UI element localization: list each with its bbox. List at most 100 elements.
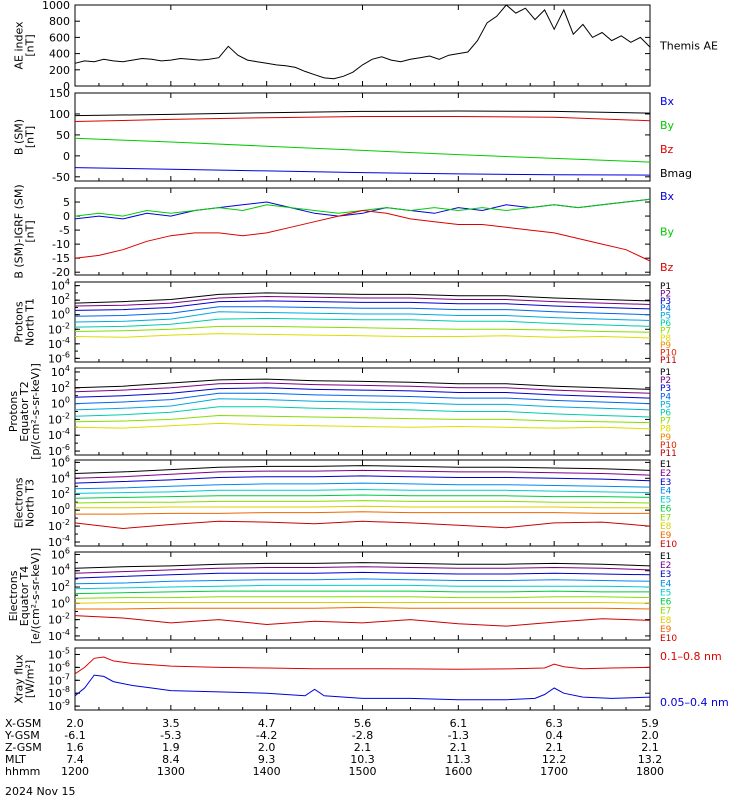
y-tick-label: 0: [63, 150, 70, 163]
y-axis-label: Electrons: [7, 570, 20, 621]
y-tick-label: 100: [51, 307, 70, 322]
series-line-bz: [74, 116, 651, 122]
ephemeris-row-label: MLT: [5, 753, 26, 766]
legend-label: P3: [660, 297, 671, 307]
series-line-e6: [74, 590, 650, 595]
legend-label: E6: [660, 598, 672, 608]
legend-label: E3: [660, 570, 671, 580]
ephemeris-value: 1300: [157, 765, 185, 778]
legend-label: 0.05–0.4 nm: [660, 696, 729, 709]
series-line-p8: [74, 422, 651, 430]
ephemeris-value: 7.4: [66, 753, 84, 766]
legend-label: P9: [660, 341, 671, 351]
series-line-0-05-0-4-nm: [74, 674, 651, 701]
date-label: 2024 Nov 15: [5, 785, 75, 798]
series-line-0-1-0-8-nm: [74, 656, 651, 675]
ephemeris-value: -4.2: [256, 729, 277, 742]
y-tick-label: 10-4: [48, 427, 70, 442]
series-line-e8: [75, 505, 650, 509]
y-tick-label: 1000: [42, 0, 70, 12]
legend-label: P5: [660, 400, 671, 410]
panel-3: -20-15-10-505 B (SM)-IGRF (SM)[nT] Bx By Bz: [13, 184, 675, 279]
y-tick-label: 106: [51, 454, 70, 469]
legend-label: P10: [660, 349, 677, 359]
series-line-e7: [74, 500, 651, 504]
legend-label: E9: [660, 531, 672, 541]
series-line-e3: [74, 571, 651, 579]
series-line-p6: [74, 317, 651, 328]
y-tick-label: 100: [51, 396, 70, 411]
legend-label: P6: [660, 409, 671, 419]
legend-label: P4: [660, 304, 671, 314]
y-tick-label: 150: [49, 87, 70, 100]
series-line-e1: [74, 562, 651, 569]
series-line-bmag: [74, 110, 651, 117]
legend-label: P11: [660, 449, 677, 459]
ephemeris-value: 4.7: [258, 717, 276, 730]
legend-label: E2: [660, 469, 671, 479]
ephemeris-row-label: X-GSM: [5, 717, 41, 730]
y-tick-label: 200: [49, 64, 70, 77]
series-line-e3: [74, 475, 651, 484]
ephemeris-value: 3.5: [162, 717, 180, 730]
panel-1: 0 200 400 600 800 1000 AE index[nT] Themis AE: [13, 0, 718, 93]
panel-frame: [74, 647, 651, 711]
legend-label: E10: [660, 634, 677, 644]
legend-label: E7: [660, 607, 671, 617]
y-tick-label: 104: [51, 470, 70, 485]
legend-label: E1: [660, 460, 671, 470]
panel-2: -50 0 50 100 150 B (SM)[nT] Bx By Bz Bmag: [13, 87, 693, 184]
legend-label: P1: [660, 368, 671, 378]
panel-frame: [74, 187, 651, 276]
y-axis-label: B (SM)-IGRF (SM): [13, 184, 26, 278]
ephemeris-value: 1400: [253, 765, 281, 778]
series-line-p8: [74, 333, 651, 339]
y-axis-label: North T3: [24, 479, 37, 527]
y-tick-label: 100: [51, 595, 70, 610]
y-axis-label: Equator T2: [18, 381, 31, 441]
ephemeris-value: 2.0: [641, 729, 659, 742]
y-tick-label: 104: [51, 278, 70, 293]
legend-label: E5: [660, 588, 671, 598]
y-axis-label: [e/(cm²-s-sr-keV)]: [29, 548, 42, 644]
ephemeris-value: -5.3: [160, 729, 181, 742]
legend-label: P10: [660, 441, 677, 451]
legend-label: Bx: [660, 95, 675, 108]
legend-label: E6: [660, 504, 672, 514]
y-tick-label: 100: [51, 502, 70, 517]
ephemeris-value: 5.6: [354, 717, 372, 730]
series-line-e5: [74, 488, 651, 494]
legend-label: Themis AE: [659, 40, 718, 53]
legend-label: P5: [660, 312, 671, 322]
y-tick-label: 600: [49, 31, 70, 44]
ephemeris-value: 2.0: [258, 741, 276, 754]
y-tick-label: 10-2: [48, 612, 70, 627]
series-line-p4: [74, 306, 651, 317]
series-line-e4: [74, 578, 651, 585]
ephemeris-value: -6.1: [64, 729, 85, 742]
legend-label: By: [660, 119, 675, 132]
ephemeris-value: 11.3: [446, 753, 471, 766]
series-line-e5: [74, 584, 651, 590]
legend-label: 0.1–0.8 nm: [660, 650, 722, 663]
ephemeris-value: 2.1: [545, 741, 563, 754]
ephemeris-value: 6.3: [545, 717, 563, 730]
series-line-e2: [74, 566, 651, 574]
legend-label: E10: [660, 540, 677, 550]
legend-label: Bx: [660, 190, 675, 203]
y-tick-label: 10-4: [48, 336, 70, 351]
y-axis-label: [nT]: [24, 126, 37, 148]
series-line-bx: [74, 167, 651, 176]
series-line-e7: [74, 596, 651, 599]
y-tick-label: 800: [49, 15, 70, 28]
ephemeris-value: 1600: [444, 765, 472, 778]
legend-label: P7: [660, 417, 671, 427]
y-tick-label: 102: [51, 380, 70, 395]
panel-frame: [74, 551, 651, 641]
legend-label: E4: [660, 487, 672, 497]
series-line-p7: [74, 414, 651, 424]
legend-label: P8: [660, 425, 671, 435]
